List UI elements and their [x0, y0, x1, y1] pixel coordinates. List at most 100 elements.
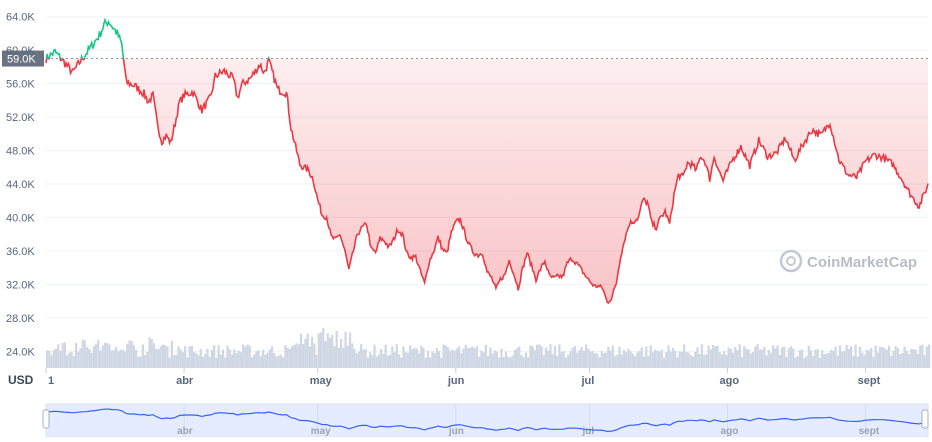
volume-bar [48, 350, 51, 368]
volume-bar [816, 349, 819, 368]
volume-bar [781, 347, 784, 368]
volume-bar [257, 350, 260, 368]
volume-bar [658, 351, 661, 368]
volume-bar [498, 357, 501, 368]
y-tick-label: 32.0K [6, 279, 35, 291]
volume-bar [215, 357, 218, 368]
volume-bar [856, 356, 859, 368]
volume-bar [547, 350, 550, 368]
price-line [45, 17, 929, 305]
volume-bar [130, 340, 133, 368]
volume-bar [72, 356, 75, 368]
volume-bar [466, 348, 470, 368]
volume-bar [689, 355, 692, 368]
volume-bar [636, 352, 639, 368]
volume-bar [464, 344, 467, 368]
volume-bar [166, 346, 169, 368]
navigator-tick-label: sept [859, 426, 880, 437]
volume-bar [377, 354, 381, 368]
volume-bar [175, 354, 178, 368]
volume-bar [444, 345, 447, 368]
volume-bar [774, 348, 777, 368]
volume-bar [600, 351, 603, 368]
volume-bar [482, 352, 485, 368]
volume-bar [654, 349, 657, 368]
volume-bar [217, 345, 220, 368]
current-price-label: 59.0K [7, 54, 36, 66]
volume-bar [433, 353, 436, 368]
navigator-x-ticks: abr may jun jul ago sept [177, 404, 880, 437]
volume-bar [591, 351, 594, 368]
navigator-left-handle[interactable] [42, 409, 50, 429]
volume-bar [634, 356, 637, 368]
volume-bar [542, 355, 545, 368]
volume-bar [487, 355, 490, 368]
volume-bar [291, 346, 294, 368]
volume-bar [502, 357, 505, 368]
volume-bar [386, 355, 389, 368]
volume-bar [640, 347, 643, 368]
volume-bar [411, 349, 414, 368]
volume-bar [426, 350, 430, 368]
volume-bar [266, 352, 269, 368]
volume-bar [620, 354, 623, 368]
volume-bar [520, 355, 523, 368]
watermark-text: CoinMarketCap [807, 254, 917, 271]
volume-bar [382, 354, 385, 368]
volume-bar [66, 355, 69, 368]
volume-bar [393, 352, 396, 368]
volume-bar [903, 346, 906, 368]
volume-bar [458, 346, 461, 368]
volume-bar [342, 347, 345, 368]
volume-bar [622, 349, 626, 368]
volume-bar [513, 350, 516, 368]
volume-bar [854, 344, 857, 368]
volume-bar [355, 353, 358, 368]
volume-bar [747, 349, 750, 368]
x-tick-label: 1 [48, 375, 54, 387]
volume-bar [233, 349, 236, 368]
volume-bar [765, 355, 768, 368]
volume-bar [754, 346, 757, 368]
watermark-logo-icon [779, 249, 803, 273]
volume-bar [556, 355, 559, 368]
volume-bar [683, 344, 686, 368]
volume-bar [77, 351, 80, 368]
volume-bar [197, 355, 200, 368]
volume-bar [714, 346, 717, 368]
volume-bar [204, 353, 207, 368]
navigator-right-handle[interactable] [921, 409, 929, 429]
volume-bar [164, 345, 167, 368]
volume-bar [629, 350, 632, 368]
navigator[interactable]: abr may jun jul ago sept [42, 403, 929, 438]
volume-bar [587, 348, 590, 368]
volume-bar [148, 337, 151, 368]
volume-bar [228, 349, 231, 368]
volume-bar [179, 349, 182, 368]
volume-bar [489, 347, 492, 368]
volume-bar [553, 346, 557, 368]
volume-bar [68, 352, 71, 368]
y-tick-label: 36.0K [6, 246, 35, 258]
volume-bar [397, 354, 401, 368]
volume-bar [119, 349, 122, 368]
volume-bar [504, 351, 508, 368]
volume-bar [137, 356, 140, 368]
volume-bar [885, 349, 888, 368]
volume-bar [812, 355, 815, 368]
volume-bar [827, 352, 830, 368]
volume-bar [727, 347, 730, 368]
volume-bar [161, 344, 165, 368]
volume-bar [484, 344, 487, 368]
volume-bar [881, 346, 884, 368]
volume-bar [74, 343, 78, 368]
volume-bar [631, 353, 634, 368]
volume-bar [244, 346, 247, 368]
volume-bar [435, 347, 438, 368]
volume-bar [852, 355, 855, 368]
volume-bar [596, 353, 599, 368]
navigator-tick-label: ago [721, 426, 739, 437]
volume-bar [536, 344, 539, 368]
volume-bar [226, 345, 229, 368]
volume-bar [429, 357, 432, 368]
